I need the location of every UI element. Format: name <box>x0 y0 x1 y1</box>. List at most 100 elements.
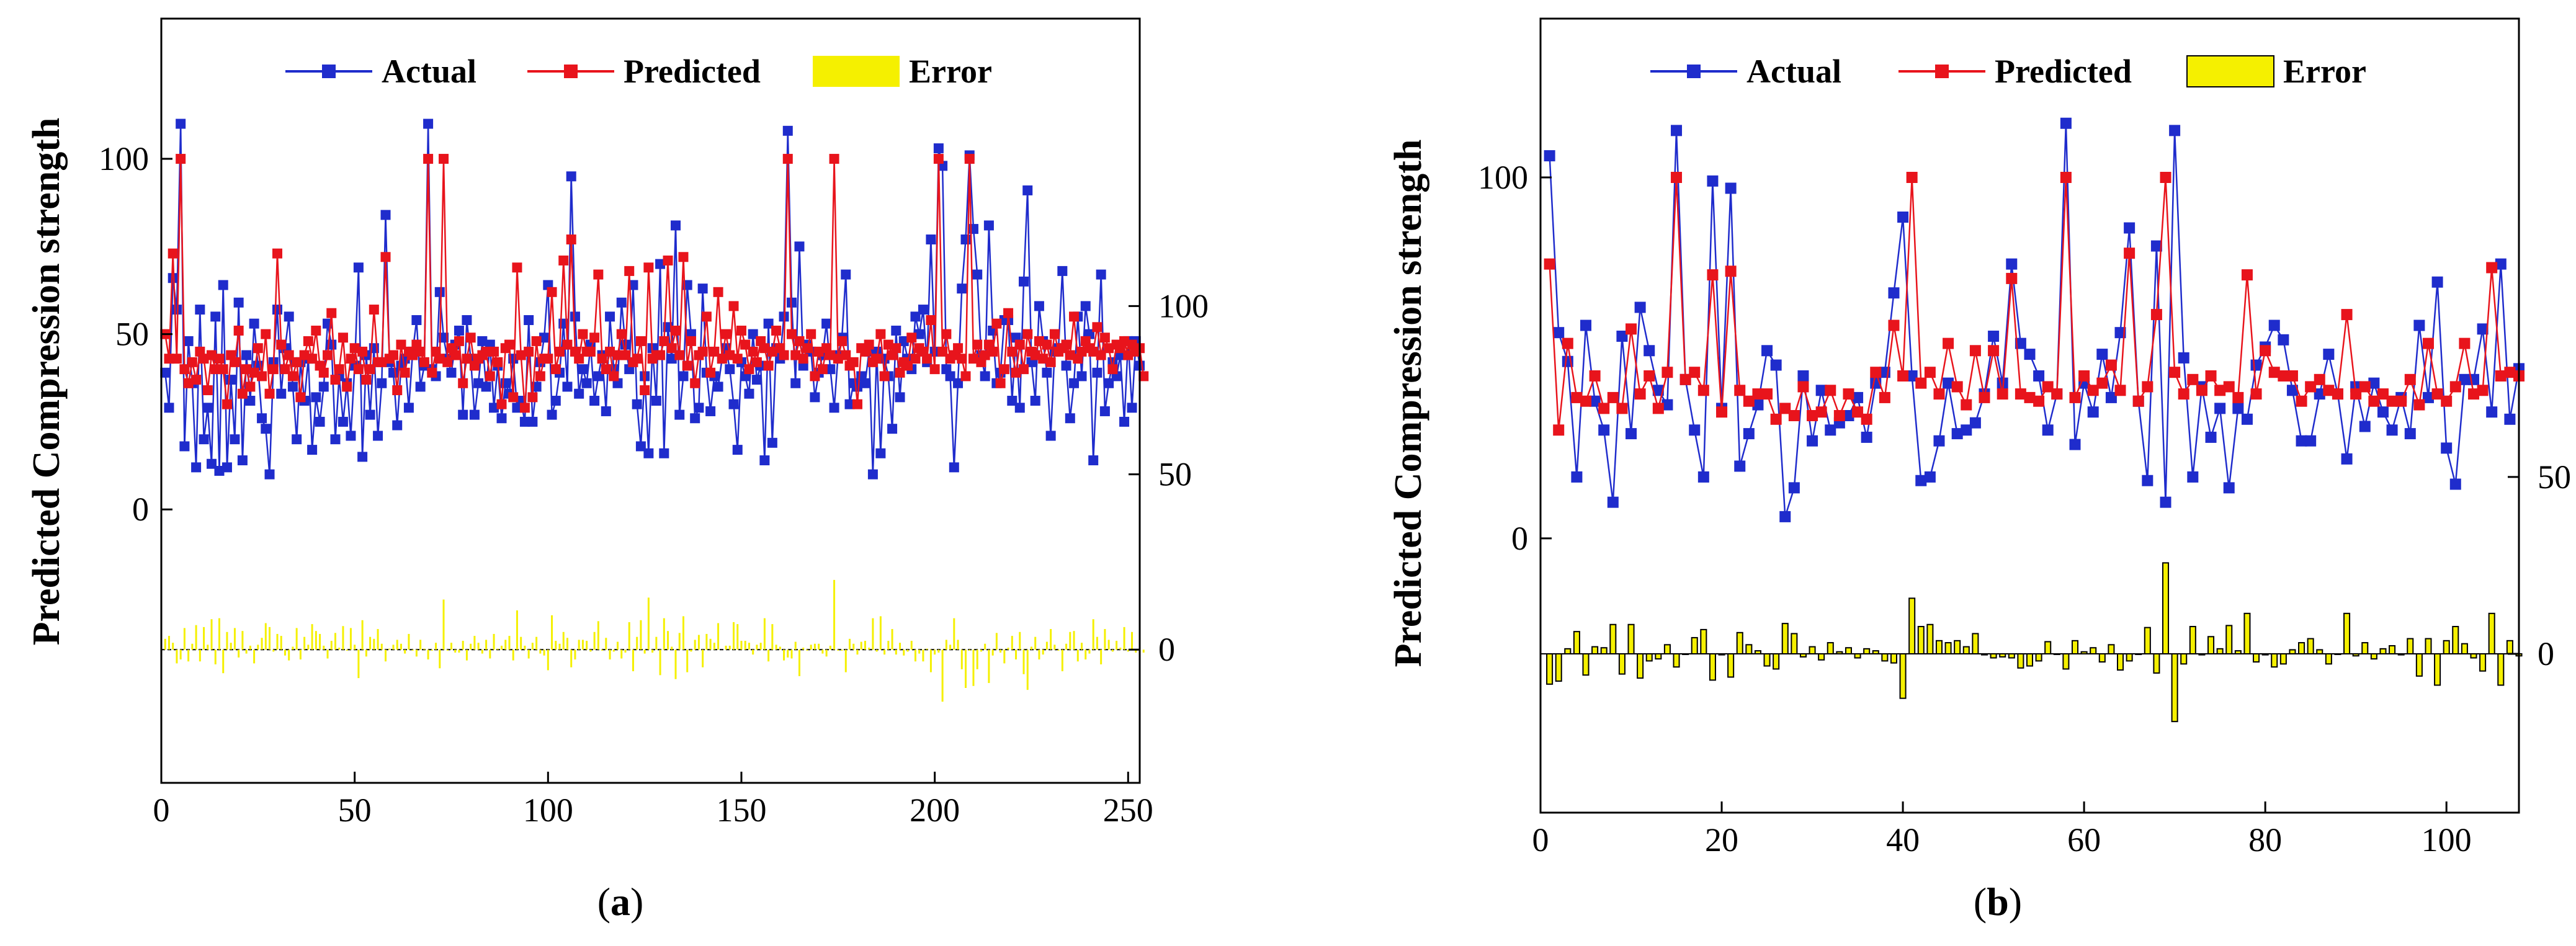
actual-point <box>202 403 213 413</box>
actual-point <box>2214 403 2226 414</box>
predicted-point <box>2142 381 2153 393</box>
actual-point <box>191 462 202 473</box>
actual-point <box>875 448 886 458</box>
actual-point <box>891 325 901 336</box>
panel-b-left-y-ticks: 0 100 <box>1478 159 1552 557</box>
predicted-point <box>1734 385 1746 396</box>
actual-point <box>2142 475 2153 486</box>
actual-point <box>1088 455 1099 466</box>
actual-point <box>1065 413 1075 424</box>
actual-point <box>1099 406 1110 416</box>
predicted-point <box>365 364 375 375</box>
predicted-point <box>1743 395 1755 407</box>
actual-point <box>423 118 434 129</box>
predicted-point <box>199 354 209 364</box>
actual-point <box>233 297 244 308</box>
actual-point <box>1951 428 1963 440</box>
error-bar <box>1691 636 1698 655</box>
actual-point <box>694 403 704 413</box>
predicted-point <box>705 367 716 378</box>
actual-point <box>2114 327 2126 339</box>
predicted-point <box>1915 377 1927 389</box>
predicted-point <box>2205 370 2217 382</box>
error-bar <box>1754 650 1761 654</box>
predicted-point <box>1061 339 1071 350</box>
actual-point <box>794 241 805 252</box>
predicted-point <box>2268 367 2280 378</box>
panel-b: 0 20 40 60 80 100 0 100 0 50 Predicted Compress… <box>1387 17 2571 924</box>
predicted-point <box>334 364 344 375</box>
error-bar <box>2298 642 2305 654</box>
actual-point <box>539 332 550 343</box>
predicted-point <box>2069 391 2081 403</box>
predicted-point <box>2386 395 2398 407</box>
predicted-point <box>806 329 816 339</box>
predicted-point <box>624 266 635 276</box>
predicted-point <box>740 339 751 350</box>
actual-point <box>605 311 615 322</box>
predicted-point <box>1634 388 1646 400</box>
right-y-tick-label: 0 <box>2538 635 2554 672</box>
predicted-point <box>1697 385 1709 396</box>
actual-point <box>2477 323 2489 335</box>
error-bar <box>1872 650 1879 654</box>
predicted-point <box>2467 388 2479 400</box>
predicted-point <box>972 339 983 350</box>
error-bar <box>2497 653 2505 686</box>
predicted-point <box>1138 371 1149 382</box>
predicted-point <box>1761 388 1773 400</box>
error-bar <box>2090 647 2097 655</box>
error-bar <box>2098 653 2106 663</box>
predicted-point <box>1104 343 1114 354</box>
predicted-point <box>2160 172 2171 183</box>
predicted-point <box>968 354 978 364</box>
predicted-point <box>1099 332 1110 343</box>
predicted-point <box>1951 381 1963 393</box>
actual-point <box>1825 424 1836 436</box>
error-bar <box>2225 625 2233 654</box>
predicted-point <box>187 357 197 367</box>
predicted-point <box>2422 337 2434 349</box>
actual-point <box>2187 471 2199 483</box>
predicted-point <box>2223 381 2235 393</box>
predicted-point <box>1924 367 1936 378</box>
predicted-point <box>191 375 202 385</box>
error-bar <box>2144 627 2151 654</box>
actual-point <box>2069 439 2081 450</box>
predicted-point <box>562 339 573 350</box>
actual-point <box>527 416 538 427</box>
predicted-point <box>547 287 557 297</box>
predicted-point <box>2124 248 2135 259</box>
predicted-point <box>663 255 673 266</box>
error-bar <box>1799 653 1807 658</box>
predicted-point <box>701 311 712 322</box>
right-y-tick-label: 50 <box>2538 458 2571 496</box>
predicted-point <box>957 354 967 364</box>
actual-point <box>635 441 646 452</box>
actual-point <box>751 375 762 385</box>
predicted-point <box>1042 339 1052 350</box>
predicted-point <box>875 329 886 339</box>
actual-point <box>1127 403 1137 413</box>
predicted-point <box>937 346 948 357</box>
error-bar <box>2415 653 2423 677</box>
predicted-point <box>655 350 666 360</box>
predicted-point <box>817 364 828 375</box>
actual-point <box>933 143 944 154</box>
actual-point <box>519 416 530 427</box>
actual-point <box>230 434 240 445</box>
actual-point <box>1697 471 1709 483</box>
predicted-point <box>361 375 372 385</box>
predicted-point <box>299 350 310 360</box>
actual-point <box>1571 471 1583 483</box>
error-bar <box>2044 641 2052 655</box>
error-bar <box>1645 653 1653 662</box>
predicted-point <box>272 248 282 259</box>
actual-point <box>593 371 604 382</box>
predicted-point <box>485 371 495 382</box>
predicted-point <box>241 364 252 375</box>
predicted-point <box>307 354 318 364</box>
actual-point <box>237 455 248 466</box>
error-bar <box>1573 631 1580 654</box>
actual-point <box>245 396 256 406</box>
